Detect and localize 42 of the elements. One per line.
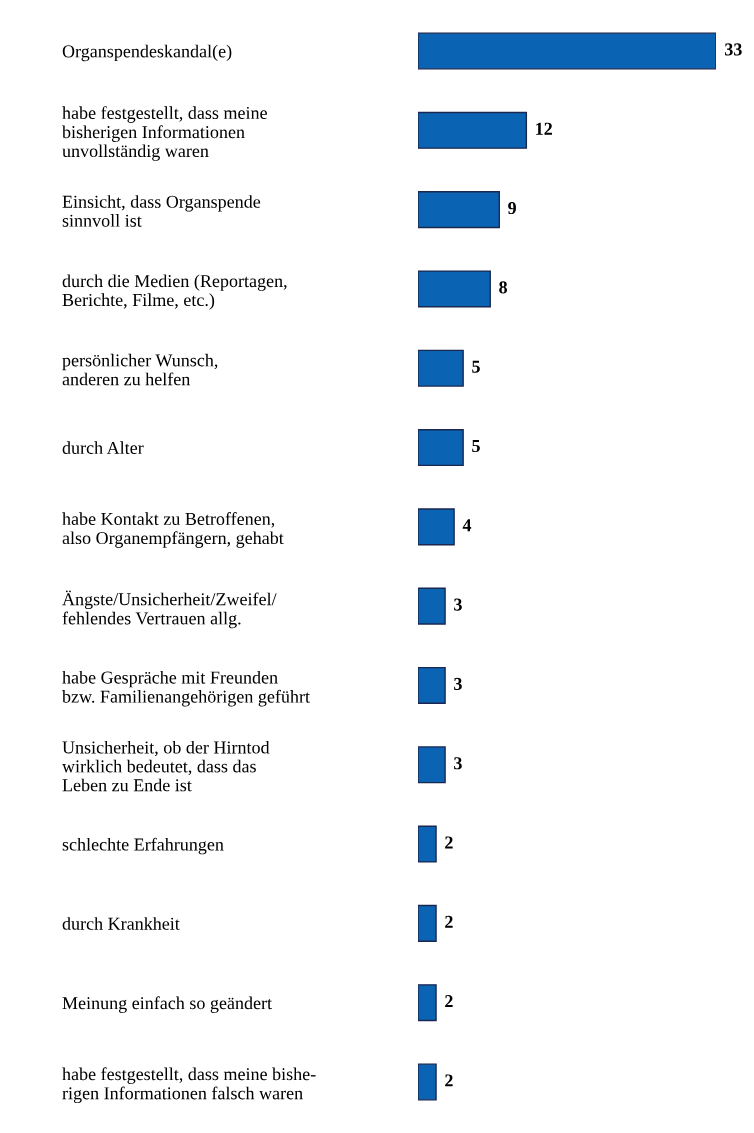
- y-tick-label: persönlicher Wunsch, anderen zu helfen: [62, 353, 218, 386]
- y-tick-label: habe festgestellt, dass meine bisherigen Informationen unvollständig waren: [62, 106, 267, 161]
- data-label: 5: [472, 360, 480, 373]
- data-label: 12: [536, 122, 552, 135]
- y-tick-label: durch Krankheit: [62, 917, 180, 930]
- bar: [418, 984, 437, 1022]
- data-label: 2: [445, 836, 453, 849]
- bar: [418, 746, 446, 784]
- data-label: 5: [472, 440, 480, 453]
- bar: [418, 666, 446, 705]
- bar: [418, 1063, 437, 1101]
- y-tick-label: habe Kontakt zu Betroffenen, also Organempfängern, gehabt: [62, 512, 284, 548]
- data-label: 4: [462, 519, 472, 532]
- bar: [418, 349, 464, 387]
- bar: [418, 508, 455, 546]
- bar: [418, 428, 464, 467]
- bar: [418, 904, 437, 942]
- bar: [418, 270, 491, 308]
- data-label: 2: [445, 1074, 453, 1087]
- bar: [418, 111, 528, 149]
- y-tick-label: Ängste/Unsicherheit/Zweifel/ fehlendes Vertrauen allg.: [62, 590, 277, 629]
- y-tick-label: Unsicherheit, ob der Hirntod wirklich bedeutet, dass das Leben zu Ende ist: [62, 740, 270, 792]
- y-tick-label: habe festgestellt, dass meine bishe- rigen Informationen falsch waren: [62, 1067, 316, 1104]
- y-tick-label: Meinung einfach so geändert: [62, 996, 272, 1013]
- y-tick-label: schlechte Erfahrungen: [62, 837, 224, 855]
- y-tick-label: durch Alter: [62, 441, 144, 454]
- data-label: 2: [445, 915, 453, 928]
- data-label: 3: [454, 677, 462, 690]
- y-tick-label: durch die Medien (Reportagen, Berichte, Filme, etc.): [62, 274, 287, 310]
- y-tick-label: Organspendeskandal(e): [62, 44, 232, 62]
- data-label: 33: [725, 43, 742, 56]
- data-label: 2: [445, 995, 453, 1008]
- y-tick-label: habe Gespräche mit Freunden bzw. Familienangehörigen geführt: [62, 670, 310, 707]
- bar: [418, 825, 437, 863]
- data-label: 3: [454, 757, 462, 770]
- y-tick-label: Einsicht, dass Organspende sinnvoll ist: [62, 195, 261, 227]
- bar: [418, 587, 446, 625]
- data-label: 9: [508, 201, 516, 215]
- data-label: 3: [454, 598, 462, 611]
- data-label: 8: [499, 281, 508, 294]
- bar: [418, 191, 500, 229]
- bar: [418, 32, 716, 70]
